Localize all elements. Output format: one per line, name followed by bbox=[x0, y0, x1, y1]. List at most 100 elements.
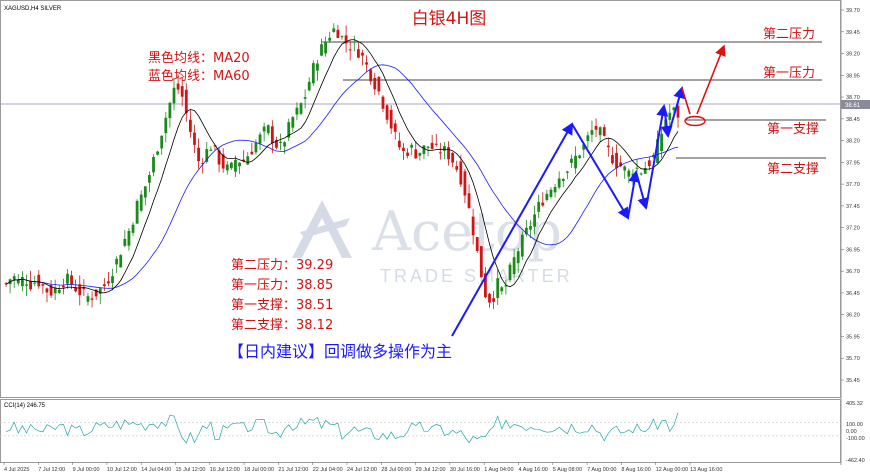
candle bbox=[123, 230, 127, 248]
candle bbox=[463, 168, 467, 204]
candle bbox=[184, 83, 188, 122]
candle bbox=[225, 160, 229, 175]
candle bbox=[340, 35, 344, 40]
main-plot-frame bbox=[0, 0, 841, 398]
candle bbox=[221, 148, 225, 173]
candle bbox=[438, 142, 442, 160]
pattern-arrow bbox=[627, 170, 641, 219]
candle bbox=[152, 154, 155, 177]
candle bbox=[356, 42, 360, 59]
indicator-plot-frame bbox=[0, 399, 841, 463]
candle bbox=[545, 189, 549, 202]
cci-line bbox=[5, 412, 679, 444]
pattern-arrow bbox=[635, 171, 650, 210]
trading-advice: 【日内建议】回调做多操作为主 bbox=[228, 342, 452, 361]
time-tick-label: 4 Aug 16:00 bbox=[519, 467, 548, 473]
candle bbox=[508, 262, 512, 282]
candle bbox=[500, 285, 504, 295]
candle bbox=[537, 194, 541, 218]
pullback-arrow bbox=[681, 87, 691, 115]
candle bbox=[156, 150, 160, 156]
candle bbox=[295, 102, 299, 121]
candle bbox=[74, 279, 78, 293]
price-tick-label: 36.45 bbox=[846, 291, 860, 297]
candle bbox=[172, 78, 176, 111]
candle bbox=[143, 186, 147, 206]
candle bbox=[242, 150, 246, 163]
candle bbox=[533, 205, 536, 235]
candle bbox=[287, 118, 291, 142]
candle bbox=[111, 268, 114, 291]
cci-tick-label: -462.40 bbox=[846, 458, 865, 464]
candle bbox=[516, 247, 520, 273]
candle bbox=[627, 168, 631, 184]
candle bbox=[443, 142, 446, 160]
time-tick-label: 15 Jul 12:00 bbox=[176, 467, 206, 473]
candle bbox=[488, 292, 491, 308]
summary-support-1: 第一支撑：38.51 bbox=[231, 298, 333, 313]
candle bbox=[414, 141, 418, 159]
candle bbox=[512, 248, 516, 278]
time-tick-label: 22 Jul 04:00 bbox=[313, 467, 343, 473]
candle bbox=[70, 270, 73, 290]
candle bbox=[201, 158, 205, 174]
candle bbox=[139, 190, 143, 212]
candle bbox=[549, 187, 553, 199]
candle bbox=[238, 162, 241, 174]
label-resistance-1: 第一压力 bbox=[763, 66, 815, 81]
candle bbox=[4, 282, 8, 287]
price-tick-label: 38.45 bbox=[846, 117, 860, 123]
candle bbox=[492, 290, 496, 310]
time-tick-label: 5 Aug 08:00 bbox=[553, 467, 582, 473]
time-tick-label: 21 Jul 12:00 bbox=[278, 467, 308, 473]
candle bbox=[389, 105, 393, 134]
candle bbox=[262, 122, 266, 142]
price-tick-label: 39.70 bbox=[846, 8, 860, 14]
time-tick-label: 7 Aug 00:00 bbox=[587, 467, 616, 473]
ma60-line bbox=[5, 64, 679, 289]
candle bbox=[447, 141, 450, 166]
candle bbox=[602, 124, 606, 137]
candle bbox=[397, 132, 401, 151]
candle bbox=[426, 146, 430, 157]
time-tick-label: 12 Aug 00:00 bbox=[656, 467, 688, 473]
current-price-value: 38.61 bbox=[845, 103, 861, 109]
candle bbox=[418, 152, 422, 161]
summary-resistance-2: 第二压力：39.29 bbox=[231, 258, 333, 273]
candle bbox=[98, 287, 102, 305]
price-tick-label: 35.70 bbox=[846, 356, 860, 362]
price-tick-label: 38.20 bbox=[846, 139, 860, 145]
candle bbox=[574, 146, 577, 174]
pattern-arrow bbox=[660, 105, 673, 138]
candle bbox=[451, 151, 455, 168]
candle bbox=[385, 104, 389, 125]
candle bbox=[66, 269, 69, 289]
candle bbox=[148, 171, 151, 193]
candle bbox=[254, 139, 258, 155]
candle bbox=[434, 134, 438, 147]
summary-resistance-1: 第一压力：38.85 bbox=[231, 278, 333, 293]
candle bbox=[373, 72, 377, 95]
time-tick-label: 29 Jul 12:00 bbox=[416, 467, 446, 473]
candle bbox=[57, 285, 61, 294]
candle bbox=[90, 291, 94, 308]
price-tick-label: 39.45 bbox=[846, 30, 860, 36]
label-support-2: 第二支撑 bbox=[767, 162, 819, 177]
candle bbox=[475, 236, 479, 253]
candle bbox=[365, 55, 368, 73]
candle bbox=[8, 278, 12, 294]
candle bbox=[668, 104, 672, 128]
candle bbox=[299, 102, 303, 116]
watermark-tagline: TRADE SMARTER bbox=[380, 266, 573, 286]
cci-tick-label: 100.00 bbox=[846, 422, 863, 428]
candle bbox=[422, 145, 426, 160]
candle bbox=[455, 160, 459, 173]
time-tick-label: 30 Jul 16:00 bbox=[450, 467, 480, 473]
candle bbox=[86, 292, 90, 306]
moving-averages bbox=[5, 39, 679, 294]
price-tick-label: 37.70 bbox=[846, 182, 860, 188]
candle bbox=[37, 270, 41, 289]
candle bbox=[229, 161, 233, 170]
candle bbox=[209, 146, 213, 152]
